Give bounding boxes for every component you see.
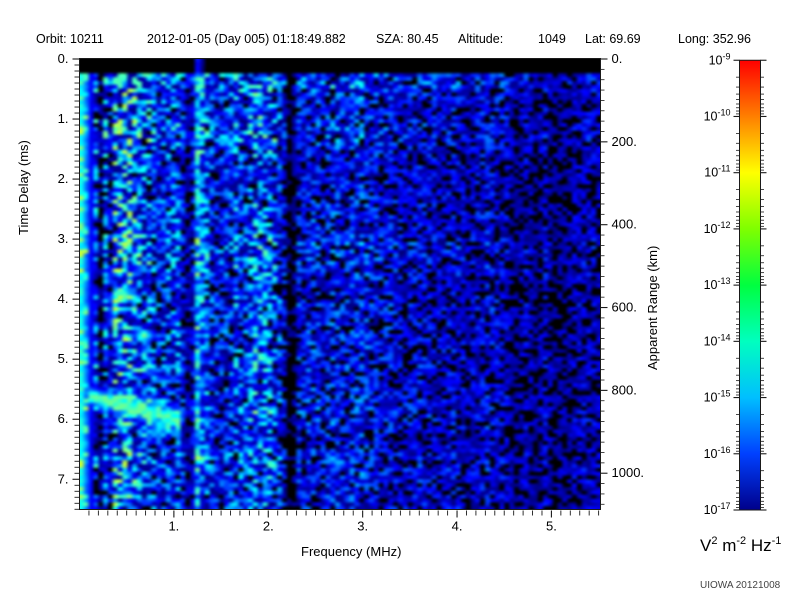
svg-text:1.: 1. <box>168 519 179 534</box>
svg-text:10-11: 10-11 <box>704 164 730 180</box>
svg-text:5.: 5. <box>546 519 557 534</box>
svg-text:6.: 6. <box>58 411 69 426</box>
svg-text:4.: 4. <box>452 519 463 534</box>
svg-text:1.: 1. <box>58 111 69 126</box>
svg-text:7.: 7. <box>58 471 69 486</box>
svg-text:400.: 400. <box>612 217 637 232</box>
svg-text:0.: 0. <box>58 51 69 66</box>
svg-text:10-10: 10-10 <box>704 107 731 123</box>
svg-text:10-13: 10-13 <box>704 276 731 292</box>
svg-text:2.: 2. <box>263 519 274 534</box>
svg-text:0.: 0. <box>612 51 623 66</box>
svg-text:3.: 3. <box>357 519 368 534</box>
svg-text:10-12: 10-12 <box>704 220 731 236</box>
svg-text:10-15: 10-15 <box>704 389 731 405</box>
svg-text:2.: 2. <box>58 171 69 186</box>
svg-text:4.: 4. <box>58 291 69 306</box>
svg-text:200.: 200. <box>612 134 637 149</box>
svg-text:10-17: 10-17 <box>704 501 731 517</box>
svg-text:600.: 600. <box>612 300 637 315</box>
svg-text:10-9: 10-9 <box>709 51 731 67</box>
svg-text:10-16: 10-16 <box>704 445 731 461</box>
svg-text:1000.: 1000. <box>612 465 645 480</box>
svg-text:10-14: 10-14 <box>704 332 731 348</box>
svg-text:800.: 800. <box>612 382 637 397</box>
svg-text:5.: 5. <box>58 351 69 366</box>
svg-text:3.: 3. <box>58 231 69 246</box>
